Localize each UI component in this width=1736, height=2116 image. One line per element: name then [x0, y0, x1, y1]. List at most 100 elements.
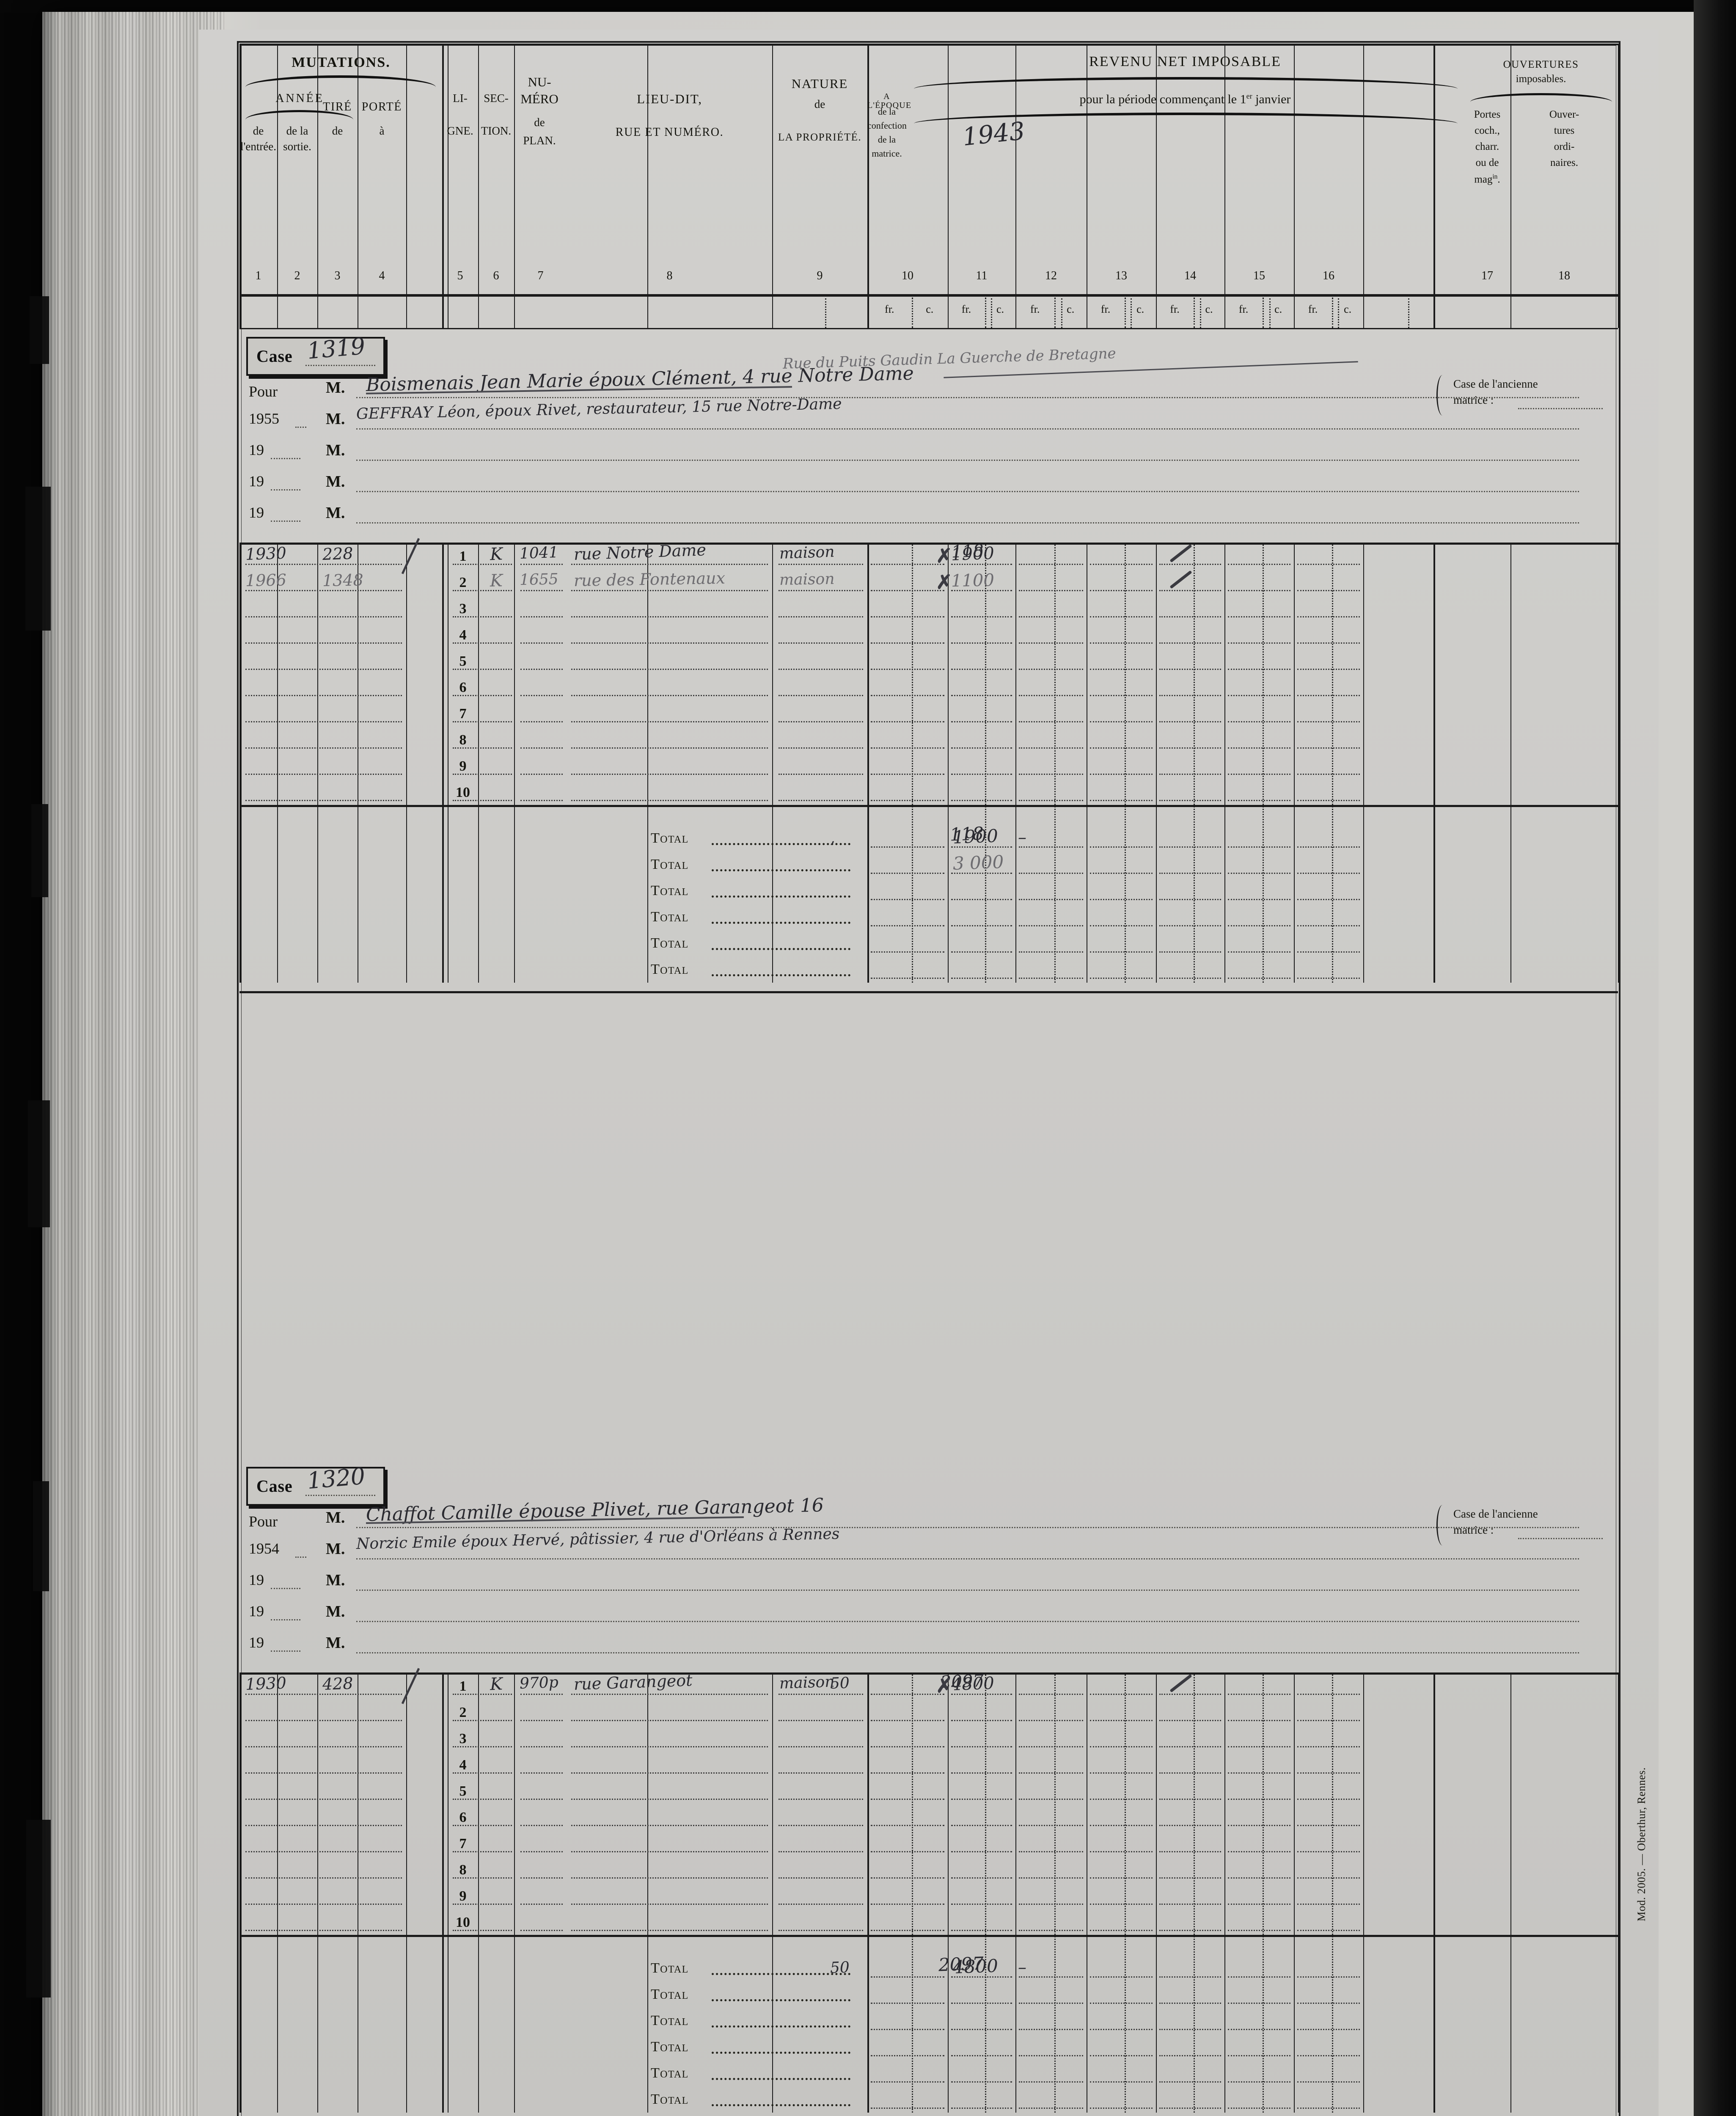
- row-line-number: 8: [459, 732, 467, 748]
- grid-cent-rule: [1194, 1672, 1195, 2113]
- total-dotline: [1019, 1976, 1083, 1978]
- case-number-box: [246, 337, 385, 376]
- row-rev-1943-fr: 1900: [951, 543, 995, 565]
- row-dotline-revenue: [1297, 695, 1360, 696]
- row-line-number: 3: [459, 601, 467, 617]
- row-dotline: [571, 695, 768, 696]
- row-dotline-revenue: [1228, 1930, 1290, 1931]
- total-leader-dots: [712, 1973, 850, 1975]
- centimes-rule: [1061, 298, 1062, 328]
- row-dotline: [453, 774, 512, 775]
- row-line-number: 7: [459, 1836, 467, 1852]
- grid-rule: [1510, 1672, 1511, 2113]
- row-dotline-revenue: [1297, 1720, 1360, 1721]
- owner-year: 19: [249, 1603, 264, 1620]
- ancienne-matrice-line2: matrice :: [1453, 1524, 1494, 1536]
- grid-rule: [442, 1672, 444, 2113]
- row-dotline: [453, 616, 512, 617]
- header-col6-line2: TION.: [481, 124, 512, 137]
- row-dotline: [779, 564, 863, 565]
- row-dotline-revenue: [1228, 1851, 1290, 1852]
- total-dotline: [1297, 846, 1360, 848]
- row-dotline-revenue: [1019, 774, 1083, 775]
- header-rule: [1156, 44, 1157, 328]
- grid-cent-rule: [985, 1672, 986, 2113]
- grid-rule: [478, 1672, 479, 2113]
- row-dotline-revenue: [951, 695, 1012, 696]
- header-cent-rule: [911, 298, 913, 328]
- header-col-number-12: 12: [1045, 269, 1057, 282]
- table-frame: [237, 41, 1620, 2116]
- grid-rule: [1294, 1672, 1295, 2113]
- row-dotline-revenue: [1159, 1799, 1221, 1800]
- row-dotline: [779, 669, 863, 670]
- header-group-ouvertures-l2: imposables.: [1516, 73, 1566, 85]
- row-dotline-revenue: [1019, 800, 1083, 801]
- total-label: Total: [651, 2065, 689, 2081]
- periode-label: pour la période commençant le 1: [1079, 92, 1246, 106]
- total-dotline: [1228, 978, 1290, 979]
- row-dotline: [245, 1799, 402, 1800]
- row-dotline-revenue: [1159, 1825, 1221, 1826]
- row-line-number: 8: [459, 1862, 467, 1878]
- total-dotline: [1090, 846, 1153, 848]
- row-dotline-revenue: [1297, 1851, 1360, 1852]
- centimes-rule: [825, 298, 826, 328]
- total-dash: –: [1018, 828, 1026, 847]
- total-label: Total: [651, 962, 689, 977]
- row-dotline-revenue: [1297, 1877, 1360, 1879]
- total-dotline: [951, 873, 1012, 874]
- row-dotline-revenue: [871, 642, 944, 644]
- row-dotline-revenue: [1019, 642, 1083, 644]
- header-fr-13: fr.: [1100, 303, 1111, 315]
- total-dotline: [951, 2003, 1012, 2004]
- row-dotline-revenue: [1297, 800, 1360, 801]
- row-dotline-revenue: [1019, 1694, 1083, 1695]
- row-dotline-revenue: [1297, 1799, 1360, 1800]
- row-dotline-revenue: [1090, 1825, 1153, 1826]
- row-dotline-revenue: [1228, 642, 1290, 644]
- total-dotline: [871, 1976, 944, 1978]
- total-leader-dots: [712, 2052, 850, 2054]
- row-line-number: 1: [459, 548, 467, 564]
- header-hline: [239, 328, 1618, 329]
- row-dotline: [571, 590, 768, 591]
- row-line-number: 4: [459, 1757, 467, 1773]
- row-dotline: [571, 800, 768, 801]
- row-dotline: [245, 1877, 402, 1879]
- row-dotline-revenue: [1019, 1851, 1083, 1852]
- periode-tail: janvier: [1252, 92, 1291, 106]
- row-dotline: [453, 1720, 512, 1721]
- row-dotline: [779, 1720, 863, 1721]
- row-dotline: [245, 669, 402, 670]
- total-rev-1943-fr: 1900: [952, 825, 999, 848]
- header-rule: [406, 44, 407, 328]
- ancienne-matrice-brace: [1436, 1505, 1449, 1546]
- row-dotline: [245, 1904, 402, 1905]
- row-dotline: [779, 1694, 863, 1695]
- header-rule: [1294, 44, 1295, 328]
- total-leader-dots: [712, 2104, 850, 2106]
- ancienne-matrice-dotline: [1518, 1538, 1603, 1539]
- row-dotline-revenue: [871, 1825, 944, 1826]
- header-cent-rule: [1054, 298, 1056, 328]
- grid-rule: [948, 1672, 949, 2113]
- header-col17-line2: coch.,: [1475, 125, 1500, 136]
- total-dotline: [1228, 925, 1290, 926]
- header-rule: [772, 44, 773, 328]
- owner-year-dotline: [271, 521, 300, 522]
- total-dotline: [1019, 2029, 1083, 2030]
- case-number-dotline: [305, 365, 375, 366]
- owner-m-label: M.: [326, 410, 345, 428]
- header-col7-line4: PLAN.: [523, 134, 556, 147]
- row-dotline: [453, 1877, 512, 1879]
- total-dotline: [871, 2003, 944, 2004]
- header-cent-rule: [1125, 298, 1126, 328]
- grid-rule: [317, 1672, 318, 2113]
- row-dotline-revenue: [951, 564, 1012, 565]
- row-line-number: 9: [459, 758, 467, 774]
- total-label: Total: [651, 883, 689, 898]
- row-dotline: [245, 1746, 402, 1747]
- row-dotline: [453, 590, 512, 591]
